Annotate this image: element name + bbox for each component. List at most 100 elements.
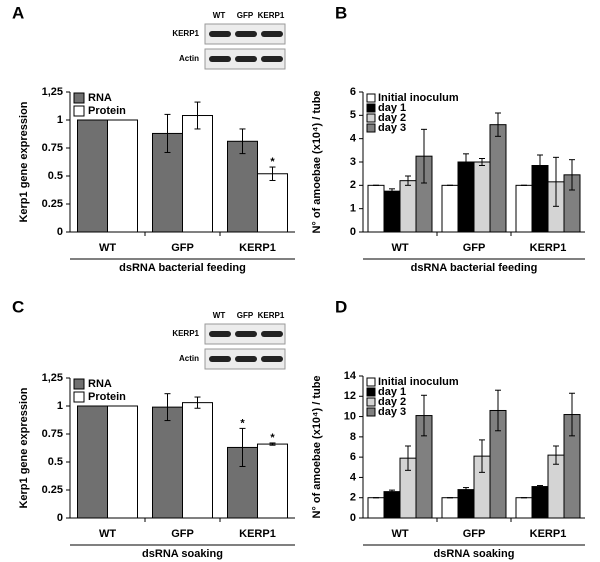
error-bar bbox=[537, 485, 543, 489]
legend-swatch bbox=[73, 391, 85, 403]
blot-band bbox=[261, 31, 283, 37]
bar bbox=[399, 180, 417, 233]
x-tick-label: GFP bbox=[171, 242, 194, 254]
bar bbox=[473, 161, 491, 233]
legend-swatch bbox=[366, 397, 376, 407]
y-tick-label: 4 bbox=[350, 133, 357, 145]
y-tick-label: 0 bbox=[350, 226, 356, 238]
error-bar bbox=[421, 394, 427, 437]
bar bbox=[367, 184, 385, 233]
legend-swatch bbox=[73, 92, 85, 104]
y-tick-label: 6 bbox=[350, 451, 356, 463]
bar bbox=[441, 497, 459, 519]
y-tick-label: 6 bbox=[350, 86, 356, 98]
blot-column-label: KERP1 bbox=[258, 311, 285, 320]
error-bar bbox=[463, 487, 469, 493]
bar bbox=[107, 405, 138, 519]
y-axis-label: Kerp1 gene expression bbox=[18, 101, 30, 222]
error-bar bbox=[553, 445, 559, 465]
error-bar bbox=[194, 396, 201, 409]
legend-swatch bbox=[73, 105, 85, 117]
legend-swatch bbox=[366, 387, 376, 397]
error-bar bbox=[405, 445, 411, 471]
blot-column-label: WT bbox=[213, 11, 226, 20]
bar bbox=[457, 161, 475, 233]
y-tick-label: 10 bbox=[344, 410, 356, 422]
x-tick-label: GFP bbox=[171, 528, 194, 540]
bar bbox=[77, 119, 108, 233]
error-bar bbox=[479, 158, 485, 166]
panel-label: A bbox=[12, 3, 24, 22]
legend-label: day 1 bbox=[378, 102, 406, 114]
legend-label: RNA bbox=[88, 378, 112, 390]
error-bar bbox=[389, 188, 395, 194]
bar bbox=[182, 402, 213, 519]
bar bbox=[152, 406, 183, 519]
x-tick-label: KERP1 bbox=[239, 242, 276, 254]
bar bbox=[367, 497, 385, 519]
y-tick-label: 4 bbox=[350, 471, 357, 483]
x-tick-label: WT bbox=[391, 528, 408, 540]
x-tick-label: KERP1 bbox=[530, 242, 567, 254]
significance-mark: * bbox=[270, 432, 275, 444]
bar bbox=[107, 119, 138, 233]
x-tick-label: GFP bbox=[463, 528, 486, 540]
bar bbox=[257, 443, 288, 519]
bar bbox=[457, 489, 475, 519]
blot-row-label: KERP1 bbox=[172, 29, 199, 38]
blot-row-label: Actin bbox=[179, 54, 199, 63]
y-tick-label: 0 bbox=[57, 226, 63, 238]
y-tick-label: 2 bbox=[350, 179, 356, 191]
blot-band bbox=[209, 56, 231, 62]
bar bbox=[77, 405, 108, 519]
blot-band bbox=[209, 331, 231, 337]
error-bar bbox=[164, 393, 171, 422]
error-bar bbox=[569, 159, 575, 191]
legend-label: day 2 bbox=[378, 396, 406, 408]
bar bbox=[182, 115, 213, 233]
y-tick-label: 0.75 bbox=[42, 428, 63, 440]
y-tick-label: 1,25 bbox=[42, 372, 63, 384]
y-tick-label: 2 bbox=[350, 492, 356, 504]
blot-band bbox=[209, 356, 231, 362]
x-tick-label: KERP1 bbox=[530, 528, 567, 540]
legend-label: day 3 bbox=[378, 406, 406, 418]
panel-label: C bbox=[12, 297, 24, 316]
legend-label: day 3 bbox=[378, 122, 406, 134]
x-tick-label: KERP1 bbox=[239, 528, 276, 540]
error-bar bbox=[164, 113, 171, 153]
error-bar bbox=[239, 128, 246, 155]
x-axis-label: dsRNA bacterial feeding bbox=[119, 262, 246, 274]
y-tick-label: 14 bbox=[344, 370, 357, 382]
blot-row-label: KERP1 bbox=[172, 329, 199, 338]
error-bar bbox=[553, 156, 559, 207]
y-tick-label: 1 bbox=[350, 203, 356, 215]
legend-swatch bbox=[366, 123, 376, 133]
y-tick-label: 1 bbox=[57, 114, 63, 126]
y-tick-label: 5 bbox=[350, 109, 356, 121]
y-tick-label: 0.75 bbox=[42, 142, 63, 154]
panel-label: D bbox=[335, 297, 347, 316]
blot-band bbox=[261, 331, 283, 337]
x-axis-label: dsRNA soaking bbox=[434, 548, 515, 560]
blot-column-label: WT bbox=[213, 311, 226, 320]
blot-band bbox=[261, 356, 283, 362]
blot-band bbox=[261, 56, 283, 62]
legend-swatch bbox=[366, 113, 376, 123]
bar bbox=[531, 486, 549, 519]
blot-band bbox=[235, 331, 257, 337]
legend-label: Initial inoculum bbox=[378, 92, 459, 104]
blot-band bbox=[235, 356, 257, 362]
legend-label: Initial inoculum bbox=[378, 376, 459, 388]
x-axis-label: dsRNA bacterial feeding bbox=[411, 262, 538, 274]
blot-row-label: Actin bbox=[179, 354, 199, 363]
blot-column-label: GFP bbox=[237, 11, 254, 20]
bar bbox=[383, 491, 401, 519]
legend-swatch bbox=[73, 378, 85, 390]
blot-column-label: GFP bbox=[237, 311, 254, 320]
bar bbox=[515, 497, 533, 519]
error-bar bbox=[389, 489, 395, 494]
legend-label: RNA bbox=[88, 92, 112, 104]
bar bbox=[489, 124, 507, 233]
